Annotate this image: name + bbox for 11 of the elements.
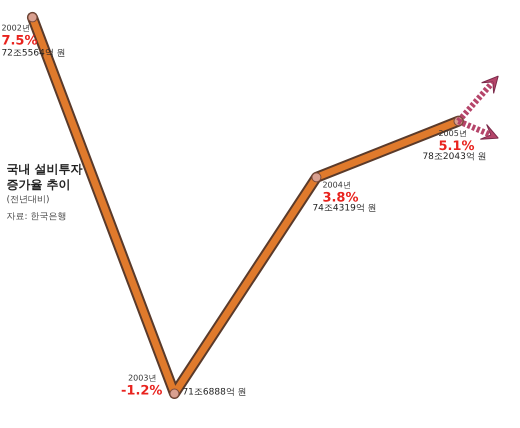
- annotation: 74조4319억 원: [312, 203, 377, 214]
- x-tick-label: 2003년: [128, 374, 156, 383]
- x-tick-label: 2004년: [322, 180, 351, 190]
- annotation: 자료: 한국은행: [6, 212, 66, 222]
- data-label: -1.2%: [121, 384, 162, 399]
- x-tick-label: 2005년: [438, 129, 467, 138]
- text: (전년대비): [6, 195, 50, 206]
- text: 국내 설비투자 증가율 추이: [6, 162, 83, 192]
- x-tick-label: 2002년: [1, 23, 30, 32]
- annotation: 78조2043억 원: [422, 152, 487, 162]
- annotation: 71조6888억 원: [182, 388, 247, 398]
